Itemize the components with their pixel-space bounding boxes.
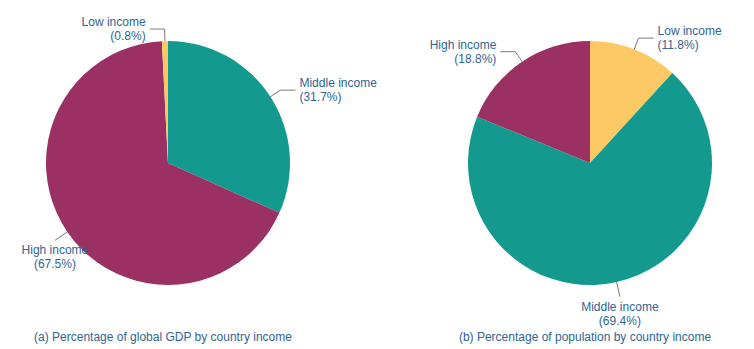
svg-text:Middle income(69.4%): Middle income(69.4%) bbox=[581, 300, 659, 328]
svg-text:High income(67.5%): High income(67.5%) bbox=[22, 243, 89, 271]
svg-text:High income(18.8%): High income(18.8%) bbox=[430, 38, 497, 66]
svg-text:Low income(11.8%): Low income(11.8%) bbox=[658, 24, 722, 52]
svg-text:Low income(0.8%): Low income(0.8%) bbox=[82, 15, 146, 43]
html-text:(b) Percentage of population b: (b) Percentage of population by country … bbox=[458, 330, 712, 344]
html-text:(a) Percentage of global GDP b: (a) Percentage of global GDP by country … bbox=[34, 330, 292, 344]
svg-text:Middle income(31.7%): Middle income(31.7%) bbox=[299, 76, 377, 104]
